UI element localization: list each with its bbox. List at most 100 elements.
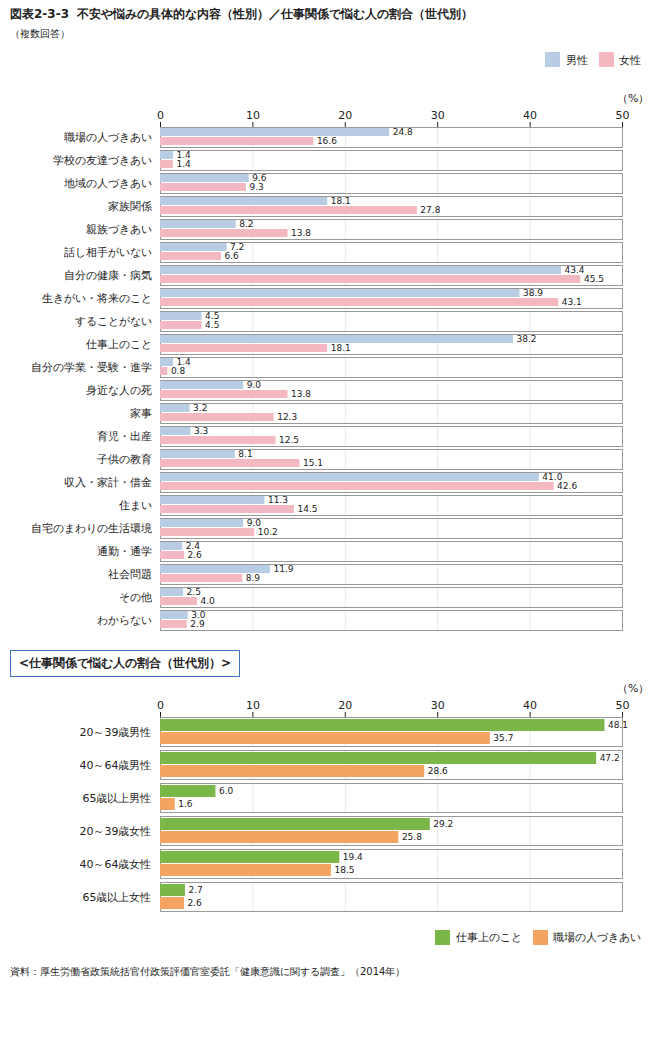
svg-text:住まい: 住まい	[119, 499, 152, 512]
svg-text:2.6: 2.6	[188, 898, 203, 908]
svg-text:10.2: 10.2	[258, 527, 278, 537]
svg-text:6.0: 6.0	[219, 786, 234, 796]
svg-text:自宅のまわりの生活環境: 自宅のまわりの生活環境	[31, 522, 152, 535]
svg-text:12.5: 12.5	[279, 435, 299, 445]
svg-text:3.2: 3.2	[193, 403, 207, 413]
svg-text:20: 20	[338, 698, 352, 711]
svg-text:育児・出産: 育児・出産	[97, 430, 152, 443]
html-text:職場の人づきあい: 職場の人づきあい	[553, 929, 641, 944]
svg-text:0: 0	[157, 108, 164, 121]
svg-text:4.0: 4.0	[200, 596, 215, 606]
svg-text:42.6: 42.6	[557, 481, 577, 491]
svg-text:38.2: 38.2	[516, 334, 536, 344]
svg-text:65歳以上男性: 65歳以上男性	[83, 791, 152, 804]
svg-text:35.7: 35.7	[493, 733, 513, 743]
svg-text:18.1: 18.1	[331, 343, 351, 353]
svg-text:18.5: 18.5	[334, 865, 354, 875]
svg-text:7.2: 7.2	[230, 241, 245, 252]
svg-text:2.5: 2.5	[187, 587, 201, 597]
svg-text:29.2: 29.2	[433, 819, 453, 829]
svg-text:2.7: 2.7	[188, 885, 202, 895]
svg-text:0.8: 0.8	[171, 366, 186, 376]
svg-text:11.9: 11.9	[273, 564, 293, 574]
svg-text:職場の人づきあい: 職場の人づきあい	[64, 131, 152, 144]
svg-text:生きがい・将来のこと: 生きがい・将来のこと	[42, 292, 152, 305]
svg-text:6.6: 6.6	[224, 251, 239, 261]
svg-text:仕事上のこと: 仕事上のこと	[86, 338, 152, 351]
html-text:女性: 女性	[619, 51, 641, 67]
svg-text:12.3: 12.3	[277, 412, 297, 422]
svg-text:13.8: 13.8	[291, 389, 311, 399]
svg-text:50: 50	[616, 698, 630, 711]
svg-text:通勤・通学: 通勤・通学	[97, 545, 152, 558]
svg-text:10: 10	[246, 108, 260, 121]
svg-text:48.1: 48.1	[608, 720, 628, 730]
html-text:（複数回答）: （複数回答）	[10, 28, 70, 39]
svg-text:4.5: 4.5	[205, 320, 219, 330]
svg-text:家族関係: 家族関係	[108, 200, 152, 213]
svg-text:子供の教育: 子供の教育	[97, 453, 152, 466]
svg-text:40: 40	[523, 108, 537, 121]
svg-text:47.2: 47.2	[600, 753, 620, 763]
svg-text:40: 40	[523, 698, 537, 711]
svg-text:20～39歳女性: 20～39歳女性	[80, 824, 152, 837]
svg-text:24.8: 24.8	[393, 127, 413, 137]
svg-text:65歳以上女性: 65歳以上女性	[83, 890, 152, 903]
svg-text:18.1: 18.1	[331, 196, 351, 206]
html-text:仕事上のこと: 仕事上のこと	[455, 929, 522, 944]
svg-text:25.8: 25.8	[402, 832, 422, 842]
svg-text:13.8: 13.8	[291, 228, 311, 238]
svg-text:38.9: 38.9	[523, 288, 543, 298]
svg-text:43.1: 43.1	[562, 297, 582, 307]
svg-text:30: 30	[431, 108, 445, 121]
svg-text:2.9: 2.9	[190, 619, 205, 629]
svg-text:3.3: 3.3	[194, 426, 208, 436]
svg-text:その他: その他	[119, 591, 152, 604]
html-text:図表2-3-3: 図表2-3-3	[10, 7, 69, 21]
svg-text:8.1: 8.1	[238, 449, 252, 459]
svg-text:27.8: 27.8	[420, 205, 440, 215]
svg-text:15.1: 15.1	[303, 458, 323, 468]
svg-text:8.2: 8.2	[239, 219, 253, 229]
svg-text:9.0: 9.0	[247, 380, 262, 390]
html-text:<仕事関係で悩む人の割合（世代別）>: <仕事関係で悩む人の割合（世代別）>	[19, 655, 232, 670]
svg-text:40～64歳男性: 40～64歳男性	[80, 758, 152, 771]
svg-text:10: 10	[246, 698, 260, 711]
svg-text:1.6: 1.6	[178, 799, 193, 809]
svg-text:地域の人づきあい: 地域の人づきあい	[63, 177, 152, 190]
svg-text:20: 20	[338, 108, 352, 121]
svg-text:43.4: 43.4	[565, 265, 585, 275]
svg-text:16.6: 16.6	[317, 136, 337, 146]
svg-text:28.6: 28.6	[428, 766, 448, 776]
svg-text:学校の友達づきあい: 学校の友達づきあい	[53, 154, 152, 167]
svg-text:することがない: することがない	[75, 315, 152, 328]
html-text:不安や悩みの具体的な内容（性別）／仕事関係で悩む人の割合（世: 不安や悩みの具体的な内容（性別）／仕事関係で悩む人の割合（世代別）	[77, 7, 473, 21]
svg-text:（%）: （%）	[617, 92, 649, 105]
svg-text:20～39歳男性: 20～39歳男性	[80, 725, 152, 738]
html-text:男性: 男性	[565, 51, 588, 67]
svg-text:1.4: 1.4	[176, 159, 191, 169]
svg-text:1.4: 1.4	[176, 149, 191, 160]
svg-text:9.6: 9.6	[252, 172, 267, 183]
svg-text:30: 30	[431, 698, 445, 711]
svg-text:自分の健康・病気: 自分の健康・病気	[64, 269, 152, 282]
svg-text:19.4: 19.4	[343, 852, 363, 862]
svg-text:45.5: 45.5	[584, 274, 604, 284]
svg-text:親族づきあい: 親族づきあい	[86, 223, 152, 236]
svg-text:自分の学業・受験・進学: 自分の学業・受験・進学	[31, 361, 152, 374]
svg-text:収入・家計・借金: 収入・家計・借金	[64, 476, 152, 489]
svg-text:話し相手がいない: 話し相手がいない	[64, 246, 152, 259]
svg-text:8.9: 8.9	[246, 573, 261, 583]
svg-text:社会問題: 社会問題	[108, 568, 152, 581]
svg-text:50: 50	[616, 108, 630, 121]
svg-text:9.3: 9.3	[249, 182, 263, 192]
svg-text:（%）: （%）	[617, 682, 649, 695]
svg-text:40～64歳女性: 40～64歳女性	[80, 857, 152, 870]
svg-text:11.3: 11.3	[268, 495, 288, 505]
svg-text:0: 0	[157, 698, 164, 711]
svg-text:家事: 家事	[130, 407, 152, 420]
svg-text:わからない: わからない	[97, 614, 152, 627]
svg-text:2.6: 2.6	[188, 550, 203, 560]
svg-text:14.5: 14.5	[297, 504, 317, 514]
svg-text:身近な人の死: 身近な人の死	[86, 384, 152, 397]
